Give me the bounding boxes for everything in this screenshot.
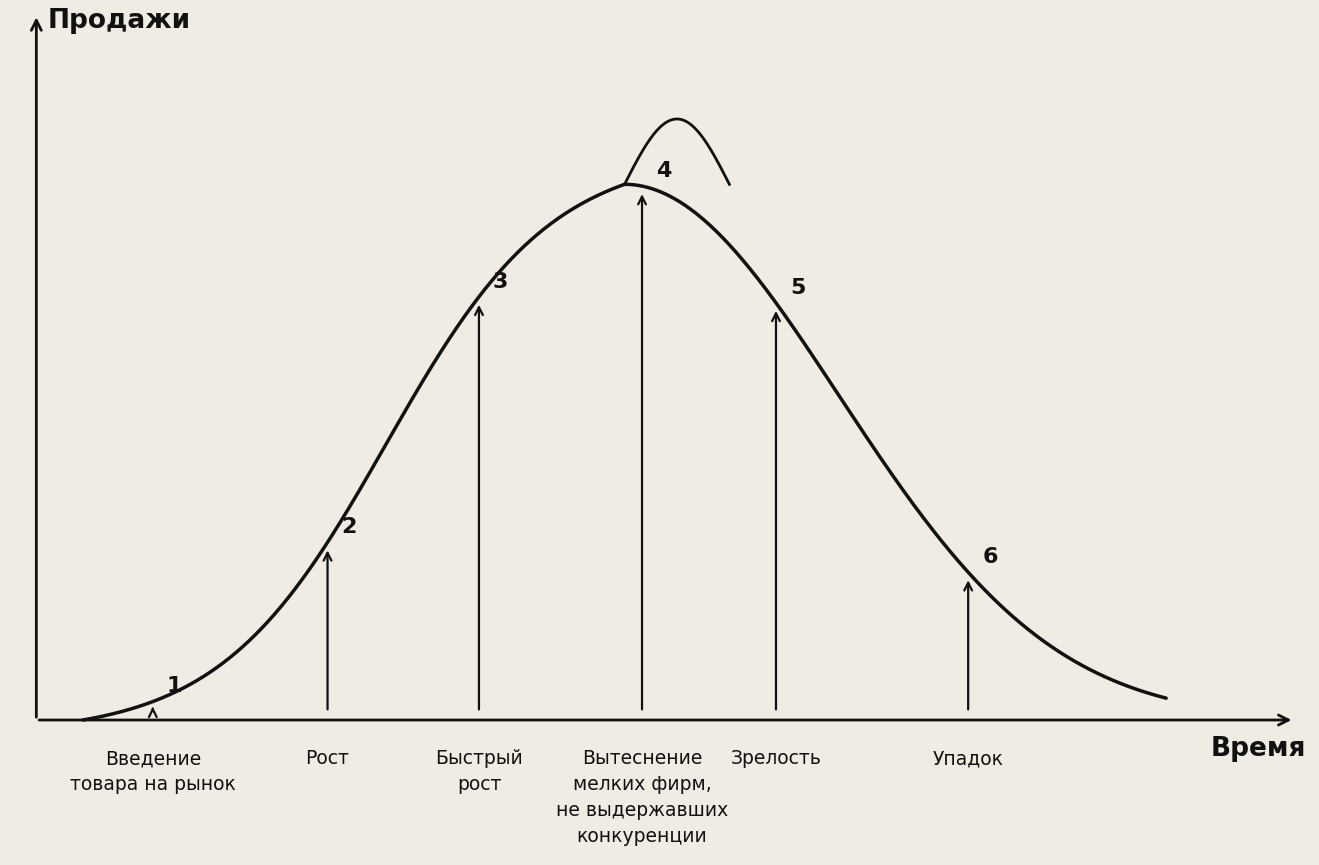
Text: Рост: Рост [306, 749, 350, 768]
Text: 4: 4 [656, 161, 671, 181]
Text: Введение
товара на рынок: Введение товара на рынок [70, 749, 236, 794]
Text: Зрелость: Зрелость [731, 749, 822, 768]
Text: 2: 2 [342, 517, 357, 537]
Text: Вытеснение
мелких фирм,
не выдержавших
конкуренции: Вытеснение мелких фирм, не выдержавших к… [555, 749, 728, 846]
Text: Быстрый
рост: Быстрый рост [435, 749, 522, 794]
Text: 6: 6 [983, 547, 997, 567]
Text: Время: Время [1211, 736, 1306, 762]
Text: Продажи: Продажи [47, 8, 191, 34]
Text: 5: 5 [790, 278, 806, 298]
Text: Упадок: Упадок [933, 749, 1004, 768]
Text: 3: 3 [493, 272, 508, 292]
Text: 1: 1 [166, 676, 182, 696]
